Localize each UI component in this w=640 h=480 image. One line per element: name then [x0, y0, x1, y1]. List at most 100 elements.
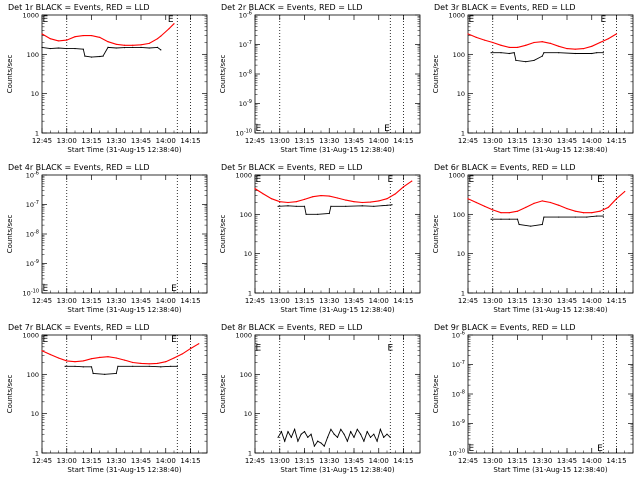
- x-tick-label: 13:00: [483, 137, 503, 145]
- series-events-point: [541, 223, 543, 226]
- y-tick-label: 10-10: [236, 129, 252, 138]
- series-events-point: [117, 365, 119, 367]
- series-events-line: [277, 427, 391, 448]
- y-tick-label: 10-8: [26, 230, 39, 239]
- series-lld-point: [525, 44, 527, 46]
- series-lld-point: [607, 38, 609, 40]
- series-events-point: [300, 433, 302, 435]
- plot-frame: [254, 14, 421, 134]
- series-events-point: [160, 366, 162, 368]
- x-tick-label: 13:30: [106, 297, 126, 305]
- x-tick-label: 13:15: [507, 457, 527, 465]
- y-tick-label: 1000: [448, 172, 465, 180]
- series-lld-line: [467, 191, 626, 214]
- x-tick-label: 13:15: [294, 297, 314, 305]
- event-marker: E: [255, 175, 261, 185]
- x-axis-label: Start Time (31-Aug-15 12:38:40): [67, 466, 181, 474]
- x-tick-label: 13:00: [483, 457, 503, 465]
- series-events-point: [386, 204, 388, 206]
- x-tick-label: 13:45: [557, 457, 577, 465]
- series-lld-point: [582, 47, 585, 50]
- series-events-point: [346, 440, 348, 442]
- x-tick-label: 13:00: [57, 137, 77, 145]
- series-events-point: [132, 46, 134, 49]
- x-tick-label: 14:00: [156, 297, 176, 305]
- y-tick-label: 10-7: [26, 200, 39, 209]
- series-events-point: [596, 52, 598, 54]
- series-lld-point: [115, 357, 117, 359]
- y-axis-label: Counts/sec: [219, 55, 227, 94]
- series-lld-point: [566, 47, 568, 50]
- y-tick-label: 10-10: [23, 289, 39, 298]
- series-lld-point: [345, 199, 347, 201]
- x-tick-label: 12:45: [245, 457, 265, 465]
- series-lld-point: [123, 44, 126, 46]
- x-axis-label: Start Time (31-Aug-15 12:38:40): [280, 146, 394, 154]
- series-lld-line: [254, 180, 413, 204]
- x-tick-label: 14:15: [180, 297, 200, 305]
- event-marker: E: [171, 335, 177, 345]
- series-lld-point: [57, 40, 60, 42]
- series-events-point: [373, 433, 375, 435]
- series-events-point: [277, 436, 279, 438]
- series-lld-point: [287, 201, 289, 204]
- y-tick-label: 10-10: [449, 449, 465, 458]
- series-events-point: [84, 55, 86, 57]
- series-lld-point: [467, 198, 469, 200]
- series-lld-point: [615, 33, 618, 35]
- series-events-point: [290, 436, 292, 438]
- x-tick-label: 14:15: [606, 137, 626, 145]
- series-events-point: [602, 52, 604, 54]
- event-marker: E: [597, 444, 603, 454]
- x-axis-label: Start Time (31-Aug-15 12:38:40): [493, 466, 607, 474]
- series-events-point: [525, 61, 527, 63]
- y-tick-label: 1: [461, 130, 465, 138]
- series-lld-point: [533, 41, 535, 44]
- detector-panel-4: Det 4r BLACK = Events, RED = LLD 10-10 10-…: [6, 163, 208, 314]
- y-tick-label: 1: [248, 290, 252, 298]
- x-tick-label: 14:00: [582, 297, 602, 305]
- x-tick-label: 13:15: [81, 457, 101, 465]
- series-events-point: [508, 52, 510, 55]
- series-lld-point: [198, 343, 200, 345]
- series-events-point: [543, 216, 545, 218]
- y-tick-label: 1: [248, 450, 252, 458]
- series-events-point: [170, 365, 172, 367]
- event-marker: E: [600, 15, 606, 25]
- series-lld-point: [599, 210, 601, 212]
- series-events-point: [376, 440, 378, 442]
- plot-frame: [41, 174, 208, 294]
- series-events-point: [74, 47, 76, 50]
- y-tick-label: 1: [461, 290, 465, 298]
- series-lld-line: [41, 343, 200, 365]
- panel-title: Det 4r BLACK = Events, RED = LLD: [8, 163, 150, 172]
- series-events-point: [379, 428, 381, 430]
- series-events-line: [491, 52, 604, 63]
- series-events-point: [530, 225, 532, 227]
- series-lld-point: [492, 41, 494, 44]
- series-events-point: [328, 212, 330, 215]
- series-events-point: [516, 218, 519, 220]
- series-events-point: [369, 436, 372, 438]
- x-tick-label: 12:45: [32, 137, 52, 145]
- y-tick-label: 10-9: [26, 259, 39, 268]
- event-marker: E: [387, 175, 393, 185]
- series-lld-point: [500, 44, 502, 46]
- y-axis-label: Counts/sec: [6, 215, 14, 254]
- series-events-point: [389, 436, 391, 438]
- series-lld-point: [156, 38, 159, 40]
- series-lld-point: [411, 180, 413, 182]
- series-events-point: [90, 56, 93, 58]
- series-lld-point: [582, 212, 585, 214]
- series-lld-point: [148, 42, 150, 44]
- x-tick-label: 14:15: [393, 457, 413, 465]
- series-lld-point: [328, 195, 330, 197]
- panel-title: Det 8r BLACK = Events, RED = LLD: [221, 323, 363, 332]
- x-tick-label: 12:45: [458, 457, 478, 465]
- panel-title: Det 6r BLACK = Events, RED = LLD: [434, 163, 576, 172]
- y-tick-label: 1: [35, 130, 39, 138]
- series-events-point: [490, 52, 492, 54]
- series-events-point: [373, 205, 375, 207]
- series-lld-point: [41, 33, 43, 35]
